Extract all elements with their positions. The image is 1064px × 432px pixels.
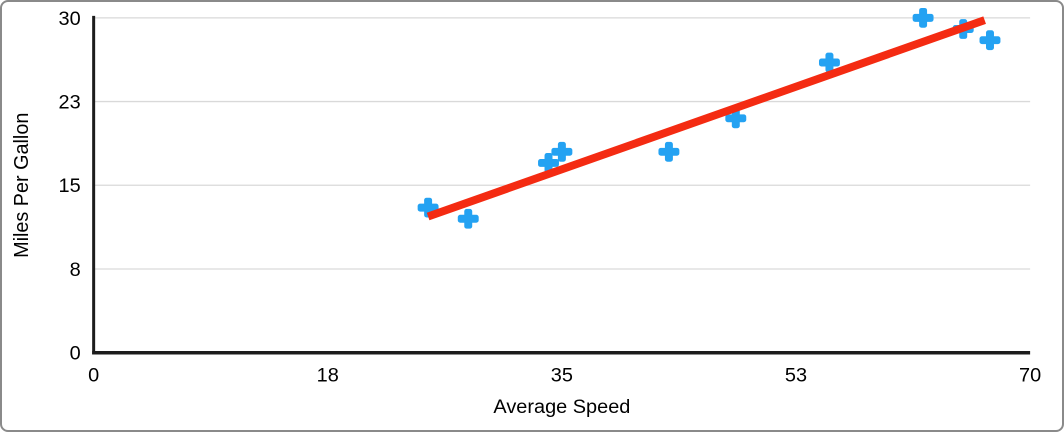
x-axis-title: Average Speed (493, 396, 630, 418)
data-point-marker-1 (464, 208, 473, 229)
x-tick-label-0: 0 (88, 365, 99, 387)
x-tick-label-35: 35 (551, 365, 573, 387)
x-tick-label-70: 70 (1019, 365, 1041, 387)
data-point-marker-5 (731, 108, 740, 129)
y-tick-label-8: 8 (70, 259, 81, 281)
y-axis-title: Miles Per Gallon (11, 113, 33, 258)
data-point-marker-7 (919, 7, 928, 28)
data-point-marker-3 (557, 141, 566, 162)
plot-area: 0 8 15 23 30 0 18 35 53 70 (59, 8, 1042, 387)
y-tick-label-23: 23 (59, 92, 81, 114)
data-point-marker-4 (664, 141, 673, 162)
y-tick-label-30: 30 (59, 8, 81, 30)
data-point-marker-9 (986, 30, 994, 51)
data-point-marker-2 (544, 153, 553, 173)
trendline (426, 16, 986, 221)
data-point-marker-6 (825, 52, 834, 73)
x-tick-label-18: 18 (317, 365, 339, 387)
y-tick-label-0: 0 (70, 343, 81, 365)
x-tick-label-53: 53 (785, 365, 807, 387)
y-tick-label-15: 15 (59, 175, 81, 197)
